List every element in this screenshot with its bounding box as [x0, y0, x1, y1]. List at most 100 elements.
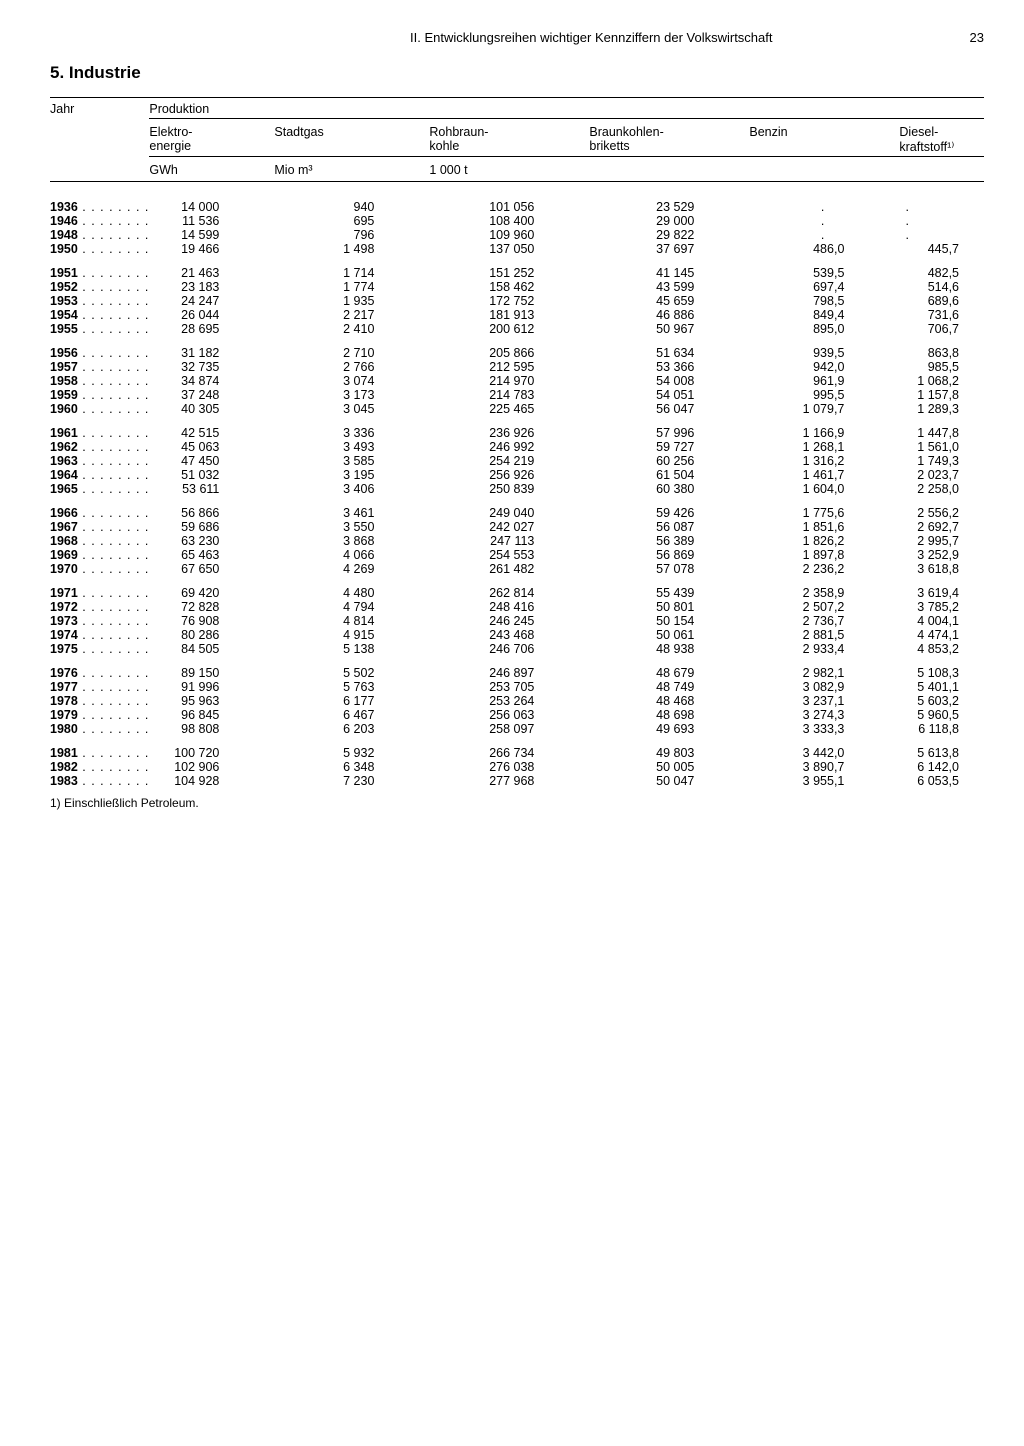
cell-rohbraun: 246 245 [429, 614, 589, 628]
industrie-table: Jahr Produktion Elektro- energie Stadtga… [50, 97, 984, 788]
cell-year: 1970 . . . . . . . . [50, 562, 149, 576]
cell-stadtgas: 3 173 [274, 388, 429, 402]
cell-diesel: 4 004,1 [899, 614, 984, 628]
cell-rohbraun: 247 113 [429, 534, 589, 548]
table-row: 1972 . . . . . . . .72 8284 794248 41650… [50, 600, 984, 614]
cell-diesel: 2 692,7 [899, 520, 984, 534]
cell-benzin: 942,0 [749, 360, 899, 374]
cell-stadtgas: 5 932 [274, 746, 429, 760]
cell-year: 1948 . . . . . . . . [50, 228, 149, 242]
cell-year: 1946 . . . . . . . . [50, 214, 149, 228]
cell-year: 1964 . . . . . . . . [50, 468, 149, 482]
cell-diesel: 5 613,8 [899, 746, 984, 760]
cell-rohbraun: 181 913 [429, 308, 589, 322]
cell-diesel: 863,8 [899, 346, 984, 360]
cell-rohbraun: 253 264 [429, 694, 589, 708]
cell-rohbraun: 256 926 [429, 468, 589, 482]
col-rohbraun: Rohbraun- kohle [429, 119, 589, 157]
cell-year: 1979 . . . . . . . . [50, 708, 149, 722]
cell-elektro: 14 599 [149, 228, 274, 242]
cell-elektro: 84 505 [149, 642, 274, 656]
cell-diesel: 5 108,3 [899, 666, 984, 680]
cell-diesel: 1 068,2 [899, 374, 984, 388]
cell-stadtgas: 5 138 [274, 642, 429, 656]
cell-year: 1967 . . . . . . . . [50, 520, 149, 534]
cell-benzin: 3 442,0 [749, 746, 899, 760]
cell-benzin: 1 851,6 [749, 520, 899, 534]
cell-elektro: 53 611 [149, 482, 274, 496]
page-header: II. Entwicklungsreihen wichtiger Kennzif… [50, 30, 984, 45]
table-row: 1964 . . . . . . . .51 0323 195256 92661… [50, 468, 984, 482]
cell-diesel: 706,7 [899, 322, 984, 336]
cell-diesel: 2 023,7 [899, 468, 984, 482]
cell-briketts: 50 061 [589, 628, 749, 642]
cell-year: 1965 . . . . . . . . [50, 482, 149, 496]
cell-briketts: 29 000 [589, 214, 749, 228]
cell-elektro: 45 063 [149, 440, 274, 454]
cell-diesel: 731,6 [899, 308, 984, 322]
table-row: 1954 . . . . . . . .26 0442 217181 91346… [50, 308, 984, 322]
cell-rohbraun: 243 468 [429, 628, 589, 642]
cell-benzin: 939,5 [749, 346, 899, 360]
cell-diesel: 1 749,3 [899, 454, 984, 468]
cell-year: 1962 . . . . . . . . [50, 440, 149, 454]
table-row: 1975 . . . . . . . .84 5055 138246 70648… [50, 642, 984, 656]
cell-stadtgas: 3 045 [274, 402, 429, 416]
cell-rohbraun: 151 252 [429, 266, 589, 280]
cell-year: 1968 . . . . . . . . [50, 534, 149, 548]
table-row: 1978 . . . . . . . .95 9636 177253 26448… [50, 694, 984, 708]
chapter-title: II. Entwicklungsreihen wichtiger Kennzif… [410, 30, 772, 45]
cell-elektro: 80 286 [149, 628, 274, 642]
cell-benzin: 3 333,3 [749, 722, 899, 736]
cell-benzin: 1 461,7 [749, 468, 899, 482]
cell-briketts: 45 659 [589, 294, 749, 308]
table-row: 1960 . . . . . . . .40 3053 045225 46556… [50, 402, 984, 416]
cell-elektro: 34 874 [149, 374, 274, 388]
cell-year: 1966 . . . . . . . . [50, 506, 149, 520]
cell-briketts: 56 389 [589, 534, 749, 548]
cell-stadtgas: 3 493 [274, 440, 429, 454]
cell-elektro: 11 536 [149, 214, 274, 228]
table-body: 1936 . . . . . . . .14 000940101 05623 5… [50, 182, 984, 789]
cell-diesel: 985,5 [899, 360, 984, 374]
cell-elektro: 69 420 [149, 586, 274, 600]
cell-year: 1951 . . . . . . . . [50, 266, 149, 280]
cell-rohbraun: 253 705 [429, 680, 589, 694]
cell-elektro: 91 996 [149, 680, 274, 694]
cell-year: 1954 . . . . . . . . [50, 308, 149, 322]
cell-year: 1977 . . . . . . . . [50, 680, 149, 694]
unit-gwh: GWh [149, 157, 274, 182]
cell-briketts: 54 051 [589, 388, 749, 402]
cell-stadtgas: 3 585 [274, 454, 429, 468]
cell-diesel: 514,6 [899, 280, 984, 294]
cell-stadtgas: 2 217 [274, 308, 429, 322]
cell-diesel: 2 995,7 [899, 534, 984, 548]
cell-elektro: 42 515 [149, 426, 274, 440]
cell-stadtgas: 3 406 [274, 482, 429, 496]
cell-briketts: 54 008 [589, 374, 749, 388]
cell-briketts: 53 366 [589, 360, 749, 374]
cell-stadtgas: 4 269 [274, 562, 429, 576]
cell-elektro: 76 908 [149, 614, 274, 628]
cell-rohbraun: 277 968 [429, 774, 589, 788]
cell-stadtgas: 1 935 [274, 294, 429, 308]
cell-stadtgas: 3 074 [274, 374, 429, 388]
cell-benzin: . [749, 214, 899, 228]
cell-benzin: 1 079,7 [749, 402, 899, 416]
cell-benzin: 3 955,1 [749, 774, 899, 788]
cell-diesel: . [899, 214, 984, 228]
table-row: 1952 . . . . . . . .23 1831 774158 46243… [50, 280, 984, 294]
cell-year: 1955 . . . . . . . . [50, 322, 149, 336]
cell-briketts: 23 529 [589, 200, 749, 214]
cell-elektro: 63 230 [149, 534, 274, 548]
cell-rohbraun: 246 897 [429, 666, 589, 680]
col-diesel: Diesel- kraftstoff¹⁾ [899, 119, 984, 157]
cell-year: 1960 . . . . . . . . [50, 402, 149, 416]
cell-benzin: 3 274,3 [749, 708, 899, 722]
cell-benzin: 961,9 [749, 374, 899, 388]
cell-briketts: 50 047 [589, 774, 749, 788]
cell-year: 1973 . . . . . . . . [50, 614, 149, 628]
cell-year: 1956 . . . . . . . . [50, 346, 149, 360]
cell-diesel: 4 474,1 [899, 628, 984, 642]
cell-stadtgas: 3 868 [274, 534, 429, 548]
